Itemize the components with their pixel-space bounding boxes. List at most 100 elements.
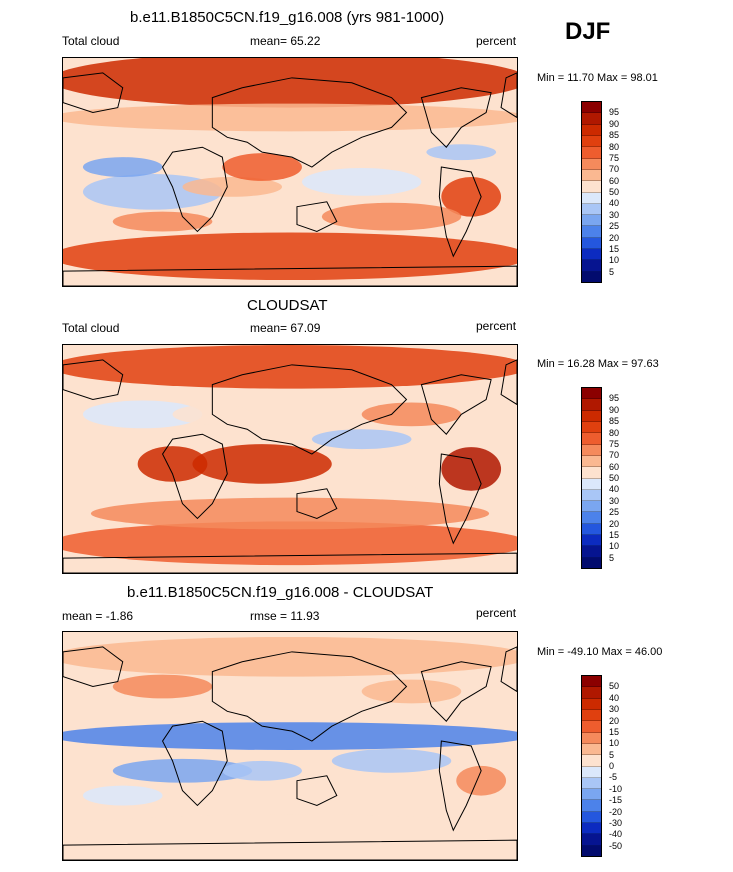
colorbar-swatch — [582, 388, 601, 400]
colorbar-level-label: 70 — [609, 164, 620, 175]
colorbar-level-label: 50 — [609, 473, 620, 483]
panel-3-colorbar — [581, 675, 602, 857]
colorbar-swatch — [582, 226, 601, 238]
colorbar-level-label: 15 — [609, 726, 620, 737]
colorbar-swatch — [582, 478, 601, 490]
colorbar-level-label: 10 — [609, 738, 620, 749]
colorbar-swatch — [582, 433, 601, 445]
colorbar-level-label: 90 — [609, 118, 620, 129]
colorbar-level-label: 75 — [609, 438, 620, 449]
colorbar-level-label: 60 — [609, 175, 620, 186]
colorbar-swatch — [582, 215, 601, 227]
colorbar-swatch — [582, 467, 601, 479]
panel-1-map — [62, 57, 518, 287]
colorbar-level-label: 50 — [609, 187, 620, 197]
colorbar-level-label: 20 — [609, 232, 620, 243]
colorbar-swatch — [582, 237, 601, 250]
colorbar-level-label: 20 — [609, 715, 620, 726]
colorbar-swatch — [582, 766, 601, 778]
colorbar-swatch — [582, 113, 601, 125]
colorbar-level-label: 20 — [609, 518, 620, 529]
colorbar-level-label: 25 — [609, 507, 620, 518]
colorbar-level-label: 40 — [609, 484, 620, 495]
colorbar-level-label: 25 — [609, 221, 620, 232]
colorbar-level-label: 10 — [609, 541, 620, 552]
panel-2-map-svg — [63, 345, 517, 573]
colorbar-level-label: 0 — [609, 761, 615, 771]
panel-1-variable-label: Total cloud — [62, 34, 120, 48]
colorbar-swatch — [582, 271, 601, 282]
colorbar-swatch — [582, 557, 601, 568]
panel-2-mean-label: mean= 67.09 — [250, 321, 321, 335]
colorbar-swatch — [582, 489, 601, 502]
colorbar-swatch — [582, 421, 601, 434]
colorbar-swatch — [582, 800, 601, 812]
colorbar-swatch — [582, 135, 601, 148]
panel-1-mean-label: mean= 65.22 — [250, 34, 321, 48]
colorbar-level-label: 5 — [609, 266, 615, 277]
panel-3-map-svg — [63, 632, 517, 860]
colorbar-level-label: 95 — [609, 107, 620, 118]
panel-3-map — [62, 631, 518, 861]
panel-2-min-max: Min = 16.28 Max = 97.63 — [537, 358, 659, 370]
colorbar-swatch — [582, 444, 601, 456]
season-label: DJF — [565, 18, 611, 45]
colorbar-level-label: 75 — [609, 152, 620, 163]
colorbar-swatch — [582, 535, 601, 547]
colorbar-swatch — [582, 546, 601, 558]
colorbar-swatch — [582, 512, 601, 524]
colorbar-swatch — [582, 777, 601, 790]
colorbar-swatch — [582, 249, 601, 261]
colorbar-swatch — [582, 260, 601, 272]
panel-2-map — [62, 344, 518, 574]
colorbar-level-label: 80 — [609, 141, 620, 152]
panel-1-units-label: percent — [476, 34, 517, 48]
colorbar-swatch — [582, 743, 601, 756]
colorbar-level-label: 30 — [609, 704, 620, 715]
panel-3-min-max: Min = -49.10 Max = 46.00 — [537, 646, 663, 658]
colorbar-level-label: 40 — [609, 198, 620, 209]
colorbar-swatch — [582, 410, 601, 422]
colorbar-level-label: 30 — [609, 495, 620, 506]
colorbar-level-label: 85 — [609, 416, 620, 427]
colorbar-level-label: -15 — [609, 795, 623, 806]
panel-2-variable-label: Total cloud — [62, 321, 120, 335]
colorbar-level-label: -20 — [609, 806, 623, 817]
panel-2-units-label: percent — [476, 319, 517, 333]
colorbar-level-label: 5 — [609, 552, 615, 563]
colorbar-swatch — [582, 687, 601, 699]
colorbar-level-label: 95 — [609, 393, 620, 404]
panel-1-colorbar — [581, 101, 602, 283]
colorbar-swatch — [582, 158, 601, 170]
colorbar-swatch — [582, 501, 601, 513]
colorbar-swatch — [582, 676, 601, 688]
colorbar-level-label: 10 — [609, 255, 620, 266]
colorbar-swatch — [582, 834, 601, 846]
panel-2-colorbar — [581, 387, 602, 569]
colorbar-level-label: 80 — [609, 427, 620, 438]
colorbar-swatch — [582, 732, 601, 744]
colorbar-swatch — [582, 192, 601, 204]
colorbar-swatch — [582, 169, 601, 182]
colorbar-swatch — [582, 523, 601, 536]
panel-3-rmse-label: rmse = 11.93 — [250, 609, 320, 623]
colorbar-level-label: -10 — [609, 783, 623, 794]
panel-3-title: b.e11.B1850C5CN.f19_g16.008 - CLOUDSAT — [127, 584, 434, 601]
colorbar-swatch — [582, 455, 601, 468]
colorbar-level-label: 50 — [609, 681, 620, 692]
colorbar-swatch — [582, 789, 601, 801]
colorbar-swatch — [582, 721, 601, 733]
colorbar-level-label: 40 — [609, 692, 620, 703]
panel-3-mean-label: mean = -1.86 — [62, 609, 134, 623]
colorbar-level-label: 5 — [609, 749, 615, 760]
colorbar-level-label: 60 — [609, 461, 620, 472]
colorbar-level-label: -40 — [609, 829, 623, 840]
colorbar-swatch — [582, 399, 601, 411]
colorbar-swatch — [582, 124, 601, 136]
colorbar-swatch — [582, 147, 601, 159]
colorbar-swatch — [582, 709, 601, 722]
colorbar-level-label: -50 — [609, 840, 623, 851]
colorbar-level-label: 85 — [609, 130, 620, 141]
colorbar-swatch — [582, 755, 601, 767]
colorbar-swatch — [582, 811, 601, 824]
